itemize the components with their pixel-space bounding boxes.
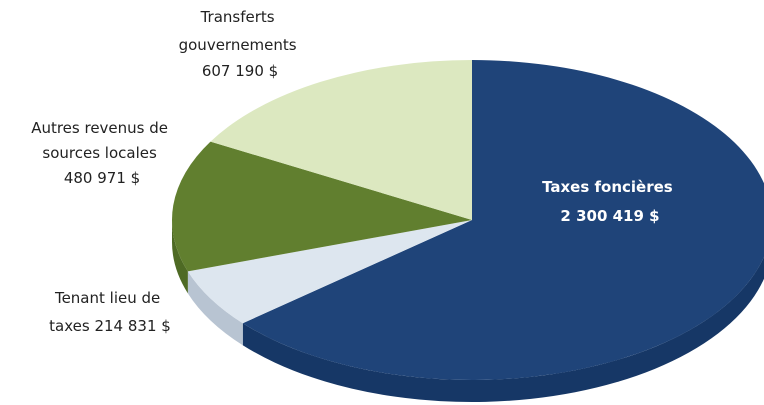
pie-side-taxes-foncieres [242,256,764,402]
data-label-autres-revenus-line2: sources locales [42,144,157,162]
pie-slice-tenant-lieu-de [187,220,473,324]
data-label-tenant-lieu-line2: taxes 214 831 $ [49,317,171,335]
data-label-autres-revenus-line3: 480 971 $ [64,169,140,187]
data-label-autres-revenus-line1: Autres revenus de [31,119,168,137]
slice-layer [172,60,764,402]
pie-slice-autres-revenus-de [172,141,472,272]
pie-side-autres-revenus-de [172,220,188,294]
pie-side-tenant-lieu-de [187,271,243,346]
data-label-transferts-line3: 607 190 $ [202,62,278,80]
data-label-transferts: Transferts gouvernements 607 190 $ [179,8,302,80]
data-label-taxes-foncieres-line2: 2 300 419 $ [560,207,659,225]
data-label-transferts-line2: gouvernements [179,36,297,54]
data-label-autres-revenus: Autres revenus de sources locales 480 97… [31,119,173,187]
data-label-transferts-line1: Transferts [200,8,275,26]
label-layer: Taxes foncières 2 300 419 $ Tenant lieu … [31,8,678,335]
data-label-tenant-lieu: Tenant lieu de taxes 214 831 $ [49,289,171,335]
pie-slice-transferts [210,60,472,220]
data-label-taxes-foncieres-line1: Taxes foncières [542,178,673,196]
data-label-tenant-lieu-line1: Tenant lieu de [54,289,160,307]
data-label-taxes-foncieres: Taxes foncières 2 300 419 $ [542,178,678,225]
pie-slice-taxes-foncieres [242,60,764,380]
